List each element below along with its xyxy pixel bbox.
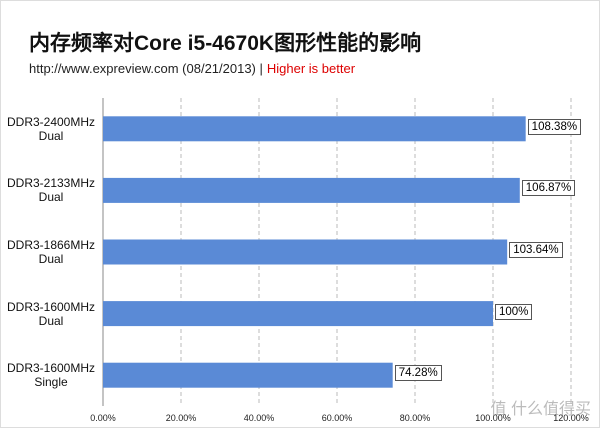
value-label: 103.64%	[509, 242, 563, 258]
y-tick-label: DDR3-1866MHz Dual	[6, 238, 96, 266]
watermark: 值 什么值得买	[490, 401, 591, 418]
bar	[103, 362, 393, 388]
bar	[103, 177, 520, 203]
subtitle-line: http://www.expreview.com (08/21/2013) | H…	[29, 61, 355, 76]
value-label: 106.87%	[521, 180, 576, 197]
y-tick-label: DDR3-1600MHz Dual	[6, 299, 96, 328]
subtitle: http://www.expreview.com (08/21/2013) |	[29, 61, 263, 76]
value-label: 108.38%	[527, 118, 582, 135]
y-tick-label: DDR3-1600MHz Single	[6, 361, 96, 390]
y-tick-label: DDR3-2133MHz Dual	[6, 176, 96, 205]
value-label: 100%	[495, 303, 533, 320]
bar	[103, 116, 526, 142]
x-tick-label: 120.00%	[553, 413, 589, 423]
x-tick-label: 20.00%	[165, 413, 197, 423]
bar	[103, 239, 508, 265]
value-label: 74.28%	[394, 365, 442, 382]
y-tick-label: DDR3-2400MHz Dual	[6, 114, 96, 143]
note: Higher is better	[266, 61, 356, 76]
x-tick-label: 100.00%	[475, 413, 511, 423]
bar	[103, 301, 493, 327]
x-tick-label: 40.00%	[243, 413, 275, 423]
x-tick-label: 80.00%	[399, 413, 431, 423]
chart-title: 内存频率对Core i5-4670K图形性能的影响	[29, 32, 422, 55]
x-tick-label: 0.00%	[90, 413, 116, 423]
x-tick-label: 60.00%	[321, 413, 353, 423]
